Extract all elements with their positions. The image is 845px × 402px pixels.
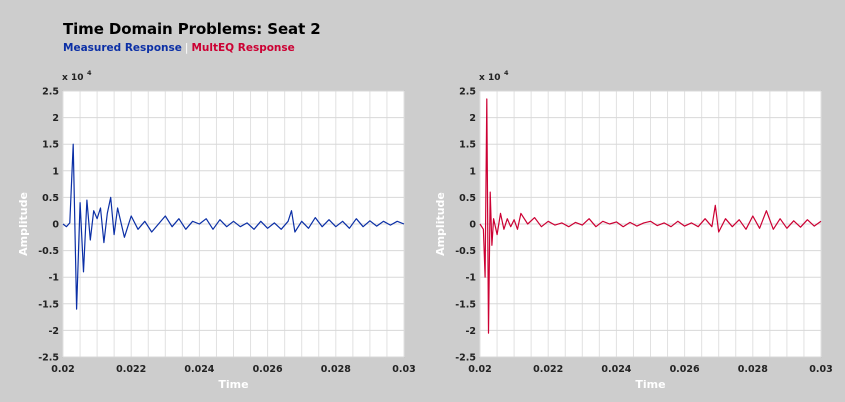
y-tick-label: -1 — [465, 273, 476, 284]
y-tick-label: -0.5 — [455, 246, 476, 257]
x-tick-label: 0.024 — [184, 364, 214, 375]
x-tick-label: 0.02 — [51, 364, 74, 375]
y-exponent-label: x 10 — [479, 73, 500, 83]
y-tick-label: 0.5 — [459, 193, 476, 204]
y-tick-label: 2 — [469, 113, 476, 124]
y-tick-label: 2.5 — [459, 87, 476, 98]
y-tick-label: 2.5 — [42, 87, 59, 98]
legend-separator: | — [184, 42, 189, 54]
y-tick-label: -2.5 — [455, 353, 476, 364]
y-tick-label: 2 — [52, 113, 59, 124]
legend: Measured Response | MultEQ Response — [63, 42, 295, 54]
y-tick-label: 0 — [52, 220, 59, 231]
y-exponent-label: x 10 — [62, 73, 83, 83]
x-tick-label: 0.03 — [809, 364, 832, 375]
x-tick-label: 0.026 — [670, 364, 700, 375]
series-line — [479, 98, 822, 334]
page-title: Time Domain Problems: Seat 2 — [63, 20, 321, 38]
x-tick-label: 0.022 — [533, 364, 563, 375]
legend-multeq: MultEQ Response — [191, 42, 295, 54]
y-tick-label: 1.5 — [459, 140, 476, 151]
x-tick-label: 0.022 — [116, 364, 146, 375]
x-tick-label: 0.028 — [738, 364, 768, 375]
y-tick-label: 0 — [469, 220, 476, 231]
y-tick-label: -2 — [465, 326, 476, 337]
y-tick-label: -1.5 — [38, 299, 59, 310]
y-tick-label: -0.5 — [38, 246, 59, 257]
series-line — [62, 143, 405, 310]
x-tick-label: 0.03 — [392, 364, 415, 375]
y-exponent-power: 4 — [87, 69, 92, 77]
x-tick-label: 0.026 — [253, 364, 283, 375]
y-tick-label: 1 — [469, 166, 476, 177]
y-tick-label: 1.5 — [42, 140, 59, 151]
x-axis-label: Time — [635, 378, 665, 391]
x-tick-label: 0.028 — [321, 364, 351, 375]
y-tick-label: -2 — [48, 326, 59, 337]
y-tick-label: -1.5 — [455, 299, 476, 310]
y-axis-label: Amplitude — [17, 192, 30, 256]
y-tick-label: 0.5 — [42, 193, 59, 204]
y-axis-label: Amplitude — [434, 192, 447, 256]
legend-measured: Measured Response — [63, 42, 182, 54]
x-tick-label: 0.024 — [601, 364, 631, 375]
x-axis-label: Time — [218, 378, 248, 391]
y-exponent-power: 4 — [504, 69, 509, 77]
y-tick-label: -2.5 — [38, 353, 59, 364]
y-tick-label: 1 — [52, 166, 59, 177]
y-tick-label: -1 — [48, 273, 59, 284]
x-tick-label: 0.02 — [468, 364, 491, 375]
